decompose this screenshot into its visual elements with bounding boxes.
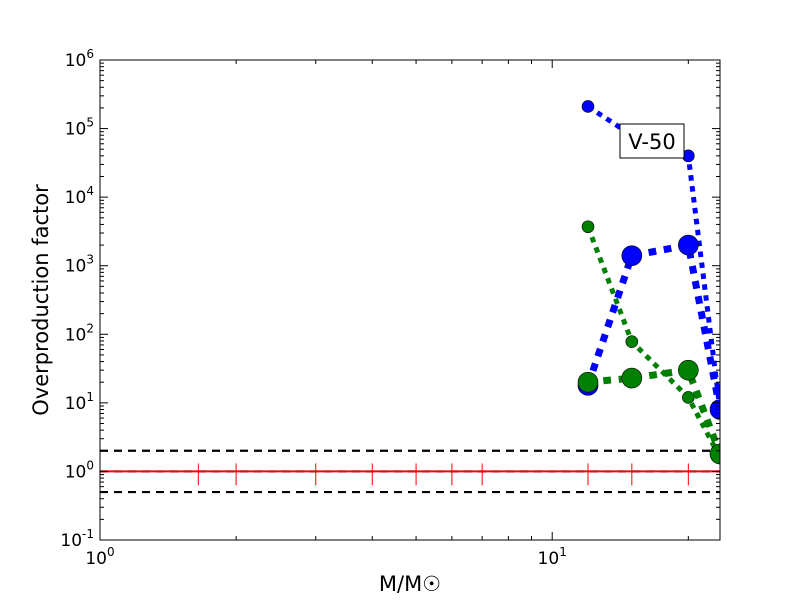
series-2-point-1 bbox=[625, 335, 639, 348]
series-3-point-3 bbox=[709, 443, 720, 465]
series-line-2 bbox=[585, 225, 720, 459]
x-tick-labels: 100 101 bbox=[85, 545, 566, 569]
series-3-point-1 bbox=[621, 367, 643, 389]
y-axis-title: Overproduction factor bbox=[29, 184, 53, 416]
red-tick-marks bbox=[197, 463, 689, 486]
y-tick-label-5-base: 10 bbox=[65, 188, 87, 208]
series-2-point-2 bbox=[682, 391, 695, 404]
x-tick-label-0-exponent: 0 bbox=[107, 545, 115, 559]
y-tick-label-1-base: 10 bbox=[65, 462, 87, 482]
annotation-frame bbox=[619, 123, 685, 159]
y-tick-label-3-base: 10 bbox=[65, 325, 87, 345]
y-tick-label-0-base: 10 bbox=[60, 531, 82, 551]
x-tick-label-0: 100 bbox=[85, 545, 114, 569]
y-tick-label-5: 104 bbox=[65, 184, 94, 208]
y-tick-label-1-exponent: 0 bbox=[86, 458, 94, 472]
y-tick-label-2-exponent: 1 bbox=[86, 390, 94, 404]
axis-ticks bbox=[99, 59, 720, 541]
y-tick-label-2-base: 10 bbox=[65, 394, 87, 414]
series-line-1 bbox=[584, 241, 720, 411]
series-0-point-0 bbox=[581, 100, 595, 113]
y-tick-label-6: 105 bbox=[65, 116, 94, 140]
annotation-label: V-50 bbox=[628, 130, 675, 154]
reference-lines bbox=[100, 449, 720, 494]
series-2-point-0 bbox=[581, 220, 595, 234]
plot-frame bbox=[99, 59, 721, 541]
y-tick-label-5-exponent: 4 bbox=[86, 184, 94, 198]
y-tick-label-4: 103 bbox=[65, 253, 94, 277]
y-tick-label-0-exponent: -1 bbox=[82, 527, 94, 541]
y-tick-label-7-base: 10 bbox=[65, 51, 87, 71]
y-tick-label-3: 102 bbox=[65, 321, 94, 345]
y-tick-label-4-exponent: 3 bbox=[86, 253, 94, 267]
y-tick-label-7: 106 bbox=[65, 47, 94, 71]
series-3-point-2 bbox=[678, 359, 699, 381]
y-tick-label-0: 10-1 bbox=[60, 527, 94, 551]
y-tick-label-1: 100 bbox=[65, 458, 94, 482]
x-tick-label-1-exponent: 1 bbox=[559, 545, 567, 559]
series-line-3 bbox=[587, 366, 720, 456]
annotation-box: V-50 bbox=[619, 123, 685, 159]
y-tick-label-6-exponent: 5 bbox=[86, 116, 94, 130]
series-3-point-0 bbox=[577, 371, 599, 393]
x-tick-label-1: 101 bbox=[538, 545, 567, 569]
y-tick-label-3-exponent: 2 bbox=[86, 321, 94, 335]
y-tick-label-6-base: 10 bbox=[65, 120, 87, 140]
series-1-point-3 bbox=[709, 399, 720, 420]
x-tick-label-1-base: 10 bbox=[538, 549, 560, 569]
x-axis-title: M/M☉ bbox=[379, 572, 441, 596]
y-tick-label-4-base: 10 bbox=[65, 257, 87, 277]
series-1-point-1 bbox=[621, 245, 643, 266]
y-tick-label-2: 101 bbox=[65, 390, 94, 414]
y-tick-label-7-exponent: 6 bbox=[86, 47, 94, 61]
series-1-point-2 bbox=[678, 234, 699, 256]
x-tick-label-0-base: 10 bbox=[85, 549, 107, 569]
